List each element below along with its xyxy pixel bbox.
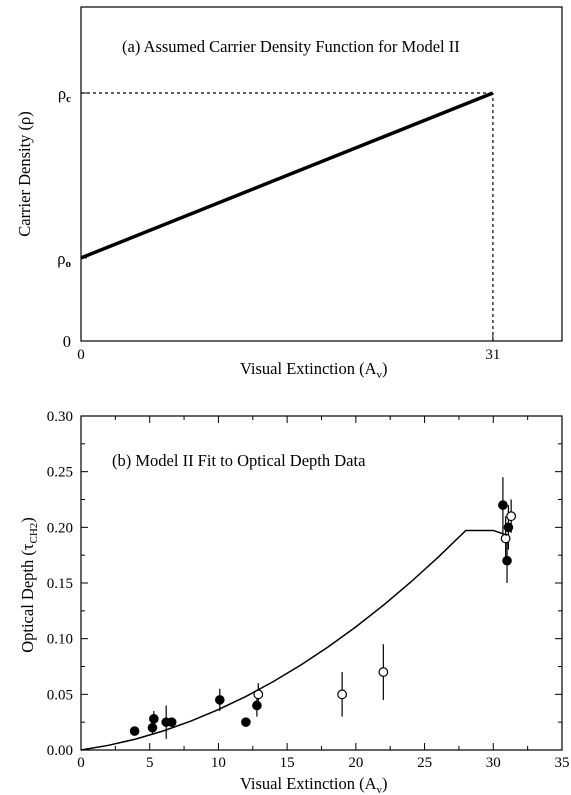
panel-a-density-line bbox=[80, 91, 494, 260]
panel-b-y-tick-label: 0.20 bbox=[47, 520, 73, 536]
panel-b-x-ticks: 0 5 10 15 20 25 30 35 bbox=[77, 416, 570, 771]
panel-b-data-point-filled bbox=[502, 555, 512, 566]
panel-b-y-ticks: 0.00 0.05 0.10 0.15 0.20 0.25 0.30 bbox=[47, 409, 562, 759]
panel-b-x-tick-label: 30 bbox=[486, 755, 501, 771]
panel-a-frame bbox=[80, 6, 563, 342]
panel-b-data-point-open bbox=[500, 533, 511, 544]
panel-b-model-fit-curve bbox=[80, 529, 508, 751]
panel-a-x-tick-label: 31 bbox=[485, 347, 500, 363]
panel-b-x-axis-label: Visual Extinction (Av) bbox=[240, 774, 388, 795]
panel-b-x-tick-label: 15 bbox=[280, 755, 295, 771]
panel-b-title: (b) Model II Fit to Optical Depth Data bbox=[112, 451, 366, 470]
panel-b-data-point-filled bbox=[241, 717, 251, 727]
panel-b-data-point-filled bbox=[498, 500, 508, 510]
panel-a-reference-lines bbox=[81, 92, 494, 341]
panel-b-y-tick-label: 0.10 bbox=[47, 632, 73, 648]
panel-a-y-tick-label: ρc bbox=[58, 84, 71, 105]
panel-a-carrier-density: (a) Assumed Carrier Density Function for… bbox=[15, 6, 563, 381]
panel-b-optical-depth: (b) Model II Fit to Optical Depth Data 0… bbox=[18, 409, 570, 795]
panel-a-y-axis-label: Carrier Density (ρ) bbox=[15, 111, 34, 237]
panel-a-y-tick-label: 0 bbox=[63, 332, 71, 351]
panel-b-x-tick-label: 10 bbox=[211, 755, 226, 771]
panel-b-data-point-filled bbox=[215, 695, 225, 705]
panel-b-x-tick-label: 25 bbox=[417, 755, 432, 771]
panel-b-x-tick-label: 5 bbox=[146, 755, 154, 771]
panel-a-x-axis-label: Visual Extinction (Av) bbox=[240, 359, 388, 381]
panel-b-data-point-filled bbox=[147, 722, 158, 733]
panel-b-x-tick-label: 35 bbox=[555, 755, 570, 771]
panel-b-series bbox=[80, 477, 517, 751]
panel-b-data-point-filled bbox=[252, 700, 262, 711]
panel-b-data-point-open bbox=[337, 689, 348, 700]
panel-b-data-point-open bbox=[378, 667, 389, 677]
panel-a-x-tick-label: 0 bbox=[77, 347, 85, 363]
panel-b-y-tick-label: 0.30 bbox=[47, 409, 73, 425]
panel-b-data-point-open bbox=[506, 511, 517, 522]
panel-a-y-ticks: 0 ρo ρc bbox=[57, 84, 87, 351]
panel-b-data-point-filled bbox=[129, 726, 140, 736]
panel-b-y-tick-label: 0.00 bbox=[47, 743, 73, 759]
panel-b-y-tick-label: 0.15 bbox=[47, 576, 73, 592]
panel-b-data-point-filled bbox=[166, 717, 177, 727]
panel-b-y-tick-label: 0.05 bbox=[47, 687, 73, 703]
panel-b-y-tick-label: 0.25 bbox=[47, 465, 73, 481]
panel-b-x-tick-label: 20 bbox=[348, 755, 363, 771]
panel-a-series bbox=[80, 91, 494, 260]
panel-b-x-tick-label: 0 bbox=[77, 755, 85, 771]
panel-b-y-axis-label: Optical Depth (τCH2) bbox=[18, 517, 40, 653]
panel-a-y-tick-label: ρo bbox=[57, 249, 71, 270]
panel-a-title: (a) Assumed Carrier Density Function for… bbox=[122, 37, 460, 56]
panel-b-data-point-filled bbox=[149, 714, 159, 724]
